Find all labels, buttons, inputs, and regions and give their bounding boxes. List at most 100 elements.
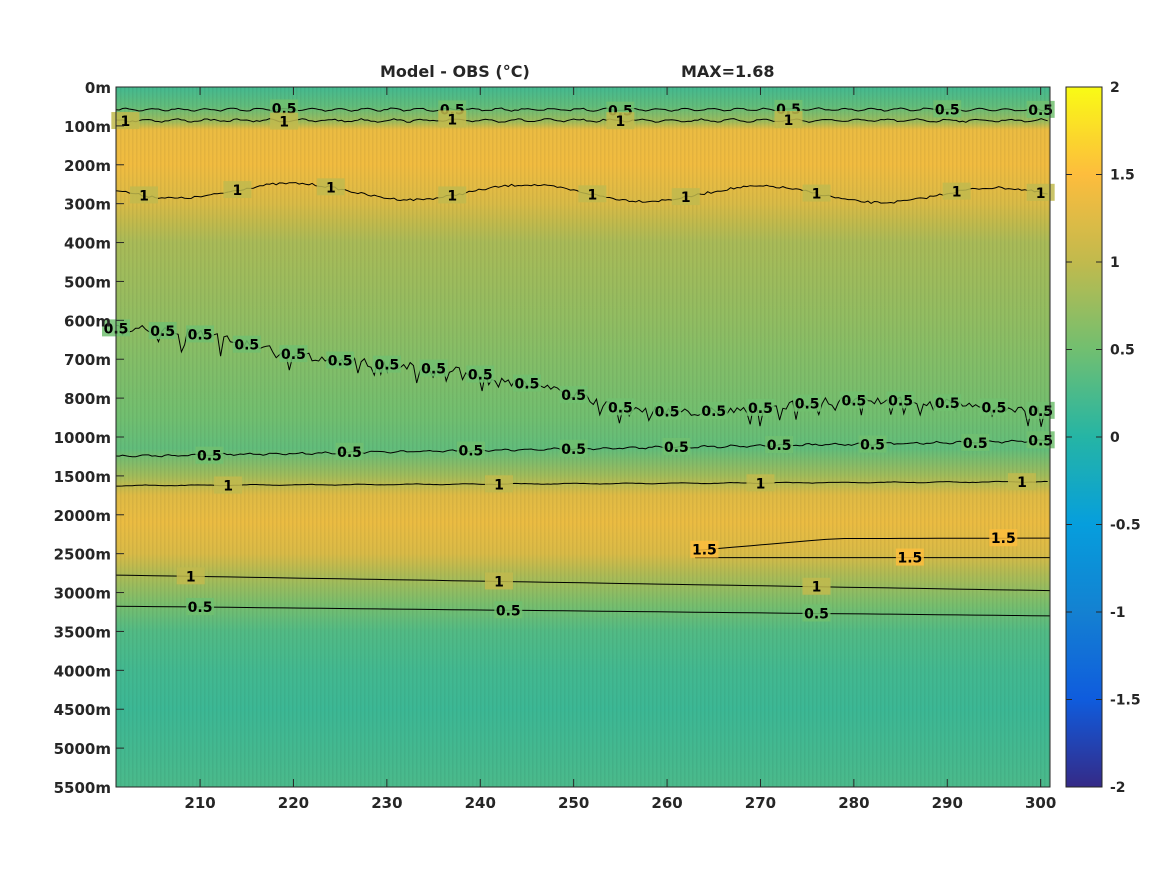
colorbar: 2 1.5 1 0.5 0 -0.5 -1 -1.5 -2	[1065, 80, 1141, 796]
y-tick-label: 200m	[64, 157, 111, 175]
contour-label-bg	[1026, 183, 1055, 201]
contour-label: 0.5	[841, 394, 866, 410]
contour-label-bg	[839, 391, 868, 409]
contour-label-bg	[130, 186, 159, 204]
contour-label-bg	[223, 181, 252, 199]
y-tick-label: 400m	[64, 235, 111, 253]
contour-label-bg	[1026, 100, 1055, 118]
contour-label: 0.5	[234, 338, 259, 354]
x-tick-label: 240	[465, 794, 496, 812]
contour-label-bg	[148, 322, 177, 340]
contour-label-bg	[279, 345, 308, 363]
contour-label-bg	[111, 112, 140, 130]
contour-label-bg	[316, 178, 345, 196]
contour-label-bg	[270, 99, 299, 117]
contour-label-bg	[270, 112, 299, 130]
contour-label-bg	[979, 398, 1008, 416]
contour-label-bg	[606, 398, 635, 416]
contour-label: 0.5	[888, 393, 913, 409]
contour-label-bg	[671, 188, 700, 206]
colorbar-tick-label: -2	[1110, 780, 1126, 796]
contour-label: 0.5	[935, 102, 960, 118]
contour-label: 1.5	[991, 531, 1016, 547]
contour-label: 1	[233, 183, 243, 199]
contour-label: 0.5	[197, 449, 222, 465]
contour-label-bg	[933, 100, 962, 118]
y-tick-label: 3500m	[54, 623, 111, 641]
contour-label-bg	[438, 186, 467, 204]
contour-label: 1	[139, 188, 149, 204]
y-tick-label: 1000m	[54, 429, 111, 447]
colorbar-tick-label: -1	[1110, 605, 1126, 621]
contour-label-bg	[466, 365, 495, 383]
title-unit: (°C)	[495, 62, 529, 81]
contour-label: 0.5	[963, 436, 988, 452]
contour-line	[116, 480, 1048, 487]
contour-label: 0.5	[1028, 404, 1053, 420]
contour-label-bg	[989, 529, 1018, 547]
contour-label: 1	[120, 114, 130, 130]
x-axis: 210 220 230 240 250 260 270 280 290 300	[184, 87, 1056, 812]
contour-label: 0.5	[655, 405, 680, 421]
contour-label: 0.5	[468, 368, 493, 384]
contour-label: 0.5	[150, 324, 175, 340]
y-tick-label: 500m	[64, 273, 111, 291]
contour-label: 1.5	[692, 543, 717, 559]
contour-label: 0.5	[1028, 433, 1053, 449]
contour-label-bg	[793, 394, 822, 412]
contour-labels: 0.50.50.50.50.50.5111111111111110.50.50.…	[102, 99, 1055, 622]
contour-label-bg	[186, 598, 215, 616]
colorbar-tick-label: -1.5	[1110, 693, 1141, 709]
x-tick-label: 250	[558, 794, 589, 812]
contour-label-bg	[662, 437, 691, 455]
contour-label: 0.5	[795, 397, 820, 413]
contour-label: 0.5	[337, 445, 362, 461]
field-texture	[116, 87, 1050, 787]
contour-label: 0.5	[188, 600, 213, 616]
contour-label-bg	[484, 475, 513, 493]
contour-label: 0.5	[561, 442, 586, 458]
x-tick-label: 230	[371, 794, 402, 812]
contour-label: 1	[494, 477, 504, 493]
y-tick-label: 3000m	[54, 585, 111, 603]
y-tick-label: 800m	[64, 390, 111, 408]
contour-label-bg	[195, 446, 224, 464]
contour-label-bg	[653, 402, 682, 420]
y-tick-label: 4500m	[54, 701, 111, 719]
plot-area: 0.50.50.50.50.50.5111111111111110.50.50.…	[102, 86, 1055, 788]
contour-label: 0.5	[374, 358, 399, 374]
x-tick-label: 300	[1025, 794, 1056, 812]
contour-label: 1	[587, 187, 597, 203]
y-tick-label: 1500m	[54, 468, 111, 486]
contour-label: 0.5	[664, 440, 689, 456]
contour-label: 0.5	[328, 354, 353, 370]
contour-label-bg	[933, 394, 962, 412]
contour-label: 1	[812, 187, 822, 203]
x-tick-label: 260	[651, 794, 682, 812]
contour-label-bg	[559, 386, 588, 404]
contour-label-bg	[942, 182, 971, 200]
y-axis: 0m 100m 200m 300m 400m 500m 600m 700m 800m 1000m 1…	[54, 79, 124, 797]
contour-label-bg	[176, 567, 205, 585]
contour-label-bg	[886, 391, 915, 409]
contour-label: 0.5	[804, 606, 829, 622]
contour-label-bg	[1026, 431, 1055, 449]
contour-label: 0.5	[188, 327, 213, 343]
contour-label: 0.5	[1028, 103, 1053, 119]
contour-label: 0.5	[982, 400, 1007, 416]
contour-label: 0.5	[421, 362, 446, 378]
contour-label-bg	[606, 112, 635, 130]
y-tick-label: 600m	[64, 312, 111, 330]
max-label: MAX=1.68	[681, 62, 775, 81]
colorbar-tick-label: 1	[1110, 255, 1120, 271]
contour-label: 0.5	[748, 401, 773, 417]
contour-label: 1	[952, 185, 962, 201]
y-tick-label: 300m	[64, 196, 111, 214]
contour-label: 0.5	[561, 388, 586, 404]
contour-label-bg	[802, 184, 831, 202]
contour-label: 1	[186, 569, 196, 585]
contour-label: 1	[447, 112, 457, 128]
y-tick-label: 100m	[64, 118, 111, 136]
contour-label: 1	[494, 574, 504, 590]
